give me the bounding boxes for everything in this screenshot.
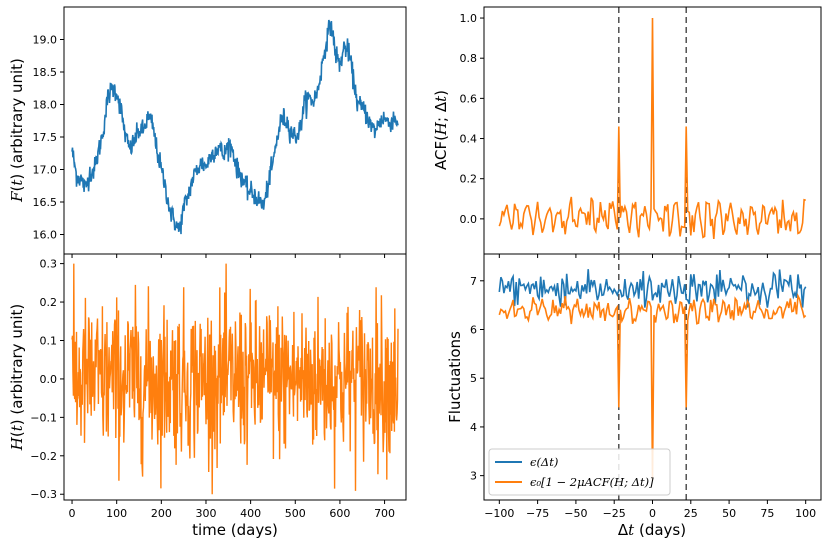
legend-label-model: ϵ₀[1 − 2μACF(H; Δt)] <box>530 475 654 489</box>
legend-label-epsilon: ϵ(Δt) <box>530 455 558 469</box>
h-ytick-label-1: −0.2 <box>30 450 57 463</box>
f-ytick-label-3: 17.5 <box>33 131 58 144</box>
f-ytick-label-1: 16.5 <box>33 196 58 209</box>
acf-series-line <box>498 17 806 239</box>
h-xtick-label-3: 300 <box>195 507 216 520</box>
fl-xtick-label-2: −50 <box>564 507 587 520</box>
h-ticks: −0.3 −0.2 −0.1 0.0 0.1 0.2 0.3 0 100 200 300 400 500… <box>30 258 395 520</box>
f-ytick-label-6: 19.0 <box>33 34 58 47</box>
f-ytick-label-0: 16.0 <box>33 229 58 242</box>
legend-box <box>488 448 671 496</box>
fluct-series-epsilon-line <box>498 269 807 308</box>
panel-h-timeseries: −0.3 −0.2 −0.1 0.0 0.1 0.2 0.3 0 100 200 300 400 500… <box>8 253 407 539</box>
fl-xtick-label-8: 100 <box>795 507 816 520</box>
h-xtick-label-7: 700 <box>374 507 395 520</box>
fl-ytick-label-1: 4 <box>470 421 477 434</box>
fl-xtick-label-6: 50 <box>722 507 736 520</box>
fl-xtick-label-4: 0 <box>649 507 656 520</box>
h-ytick-label-6: 0.3 <box>40 258 58 271</box>
f-y-axis-label: F(t) (arbitrary unit) <box>8 58 26 203</box>
fluct-y-axis-label: Fluctuations <box>446 331 464 423</box>
panel-acf: 0.0 0.2 0.4 0.6 0.8 1.0 ACF(H; Δt) <box>432 6 822 258</box>
f-ytick-label-5: 18.5 <box>33 66 58 79</box>
h-xtick-label-2: 200 <box>151 507 172 520</box>
fluct-x-axis-label: Δt (days) <box>618 521 686 539</box>
f-series-line <box>71 19 399 235</box>
fl-ytick-label-4: 7 <box>470 275 477 288</box>
h-y-axis-label: H(t) (arbitrary unit) <box>8 304 26 451</box>
h-xtick-label-0: 0 <box>69 507 76 520</box>
h-x-axis-label: time (days) <box>192 521 278 539</box>
fluct-axes-frame <box>483 253 822 501</box>
fl-xtick-label-3: −25 <box>603 507 626 520</box>
h-ytick-label-5: 0.2 <box>40 296 58 309</box>
h-xtick-label-4: 400 <box>240 507 261 520</box>
h-xtick-label-5: 500 <box>285 507 306 520</box>
f-y-ticks: 16.0 16.5 17.0 17.5 18.0 18.5 19.0 <box>33 34 386 258</box>
fl-xtick-label-7: 75 <box>760 507 774 520</box>
f-ytick-label-4: 18.0 <box>33 99 58 112</box>
panel-fluctuations: 3 4 5 6 7 −100 −75 −50 −25 0 25 50 75 100 Fluctuation… <box>446 253 822 539</box>
h-ytick-label-0: −0.3 <box>30 488 57 501</box>
fl-xtick-label-0: −100 <box>484 507 514 520</box>
h-xtick-label-6: 600 <box>329 507 350 520</box>
fl-xtick-label-5: 25 <box>684 507 698 520</box>
h-xtick-label-1: 100 <box>106 507 127 520</box>
h-series-line <box>71 263 399 495</box>
acf-ytick-label-4: 0.8 <box>460 52 478 65</box>
panel-f-timeseries: 16.0 16.5 17.0 17.5 18.0 18.5 19.0 F(t) (arbit… <box>8 6 407 258</box>
fl-ytick-label-2: 5 <box>470 372 477 385</box>
fl-ytick-label-3: 6 <box>470 324 477 337</box>
fluct-legend: ϵ(Δt) ϵ₀[1 − 2μACF(H; Δt)] <box>488 448 671 496</box>
acf-ytick-label-1: 0.2 <box>460 173 478 186</box>
h-axes-frame <box>63 253 407 501</box>
fl-xtick-label-1: −75 <box>526 507 549 520</box>
acf-y-axis-label: ACF(H; Δt) <box>432 90 450 170</box>
h-ytick-label-2: −0.1 <box>30 411 57 424</box>
acf-ytick-label-3: 0.6 <box>460 92 478 105</box>
h-ytick-label-4: 0.1 <box>40 334 58 347</box>
fl-ytick-label-0: 3 <box>470 470 477 483</box>
acf-y-ticks: 0.0 0.2 0.4 0.6 0.8 1.0 <box>460 12 807 258</box>
acf-ytick-label-0: 0.0 <box>460 213 478 226</box>
acf-ytick-label-2: 0.4 <box>460 133 478 146</box>
acf-ytick-label-5: 1.0 <box>460 12 478 25</box>
h-ytick-label-3: 0.0 <box>40 373 58 386</box>
fluct-ticks: 3 4 5 6 7 −100 −75 −50 −25 0 25 50 75 100 <box>470 275 816 520</box>
f-axes-frame <box>63 6 407 255</box>
f-ytick-label-2: 17.0 <box>33 164 58 177</box>
